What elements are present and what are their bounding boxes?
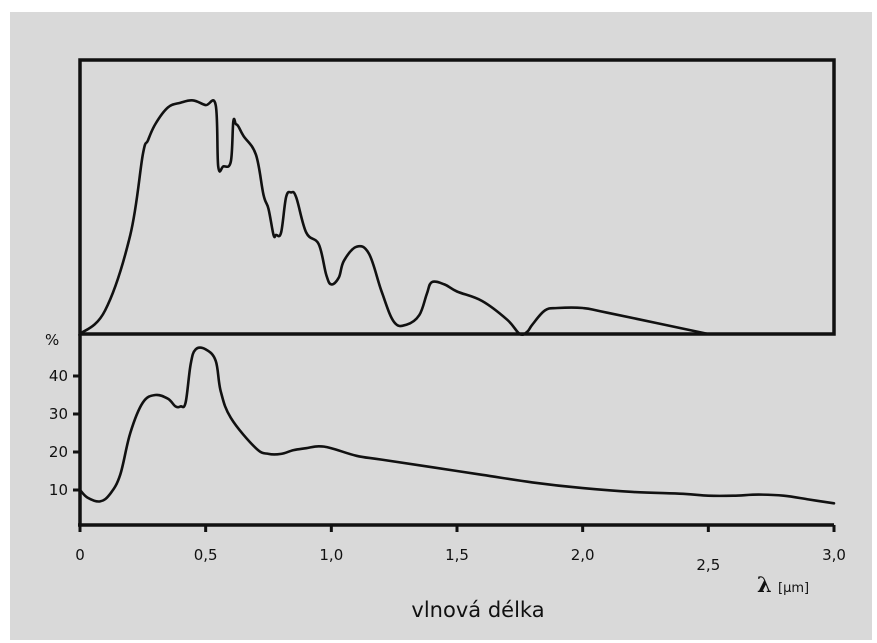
x-tick-label: 1,0 — [319, 546, 343, 564]
x-axis-title: vlnová délka — [411, 598, 544, 622]
y-tick-label: 40 — [49, 367, 68, 385]
lower-axes: 10 20 30 40 0 0,5 1,0 1,5 2,0 2,5 3,0 — [49, 334, 846, 574]
y-tick-label: 20 — [49, 443, 68, 461]
figure-background — [10, 12, 872, 640]
x-tick-label: 0 — [75, 546, 85, 564]
y-axis-label: % — [45, 331, 59, 349]
lower-series — [78, 346, 836, 505]
x-tick-label: 2,5 — [696, 556, 720, 574]
upper-series-line-0 — [78, 99, 710, 337]
x-tick-label: 0,5 — [194, 546, 218, 564]
x-tick-label: 2,0 — [571, 546, 595, 564]
y-tick-label: 30 — [49, 405, 68, 423]
x-axis-unit: [µm] — [778, 581, 809, 596]
x-tick-label: 1,5 — [445, 546, 469, 564]
y-tick-label: 10 — [49, 481, 68, 499]
x-axis-symbol: λ — [757, 572, 772, 597]
upper-series — [78, 99, 710, 337]
lower-series-line-0 — [78, 346, 836, 505]
upper-panel-frame — [78, 58, 836, 336]
x-tick-label: 3,0 — [822, 546, 846, 564]
